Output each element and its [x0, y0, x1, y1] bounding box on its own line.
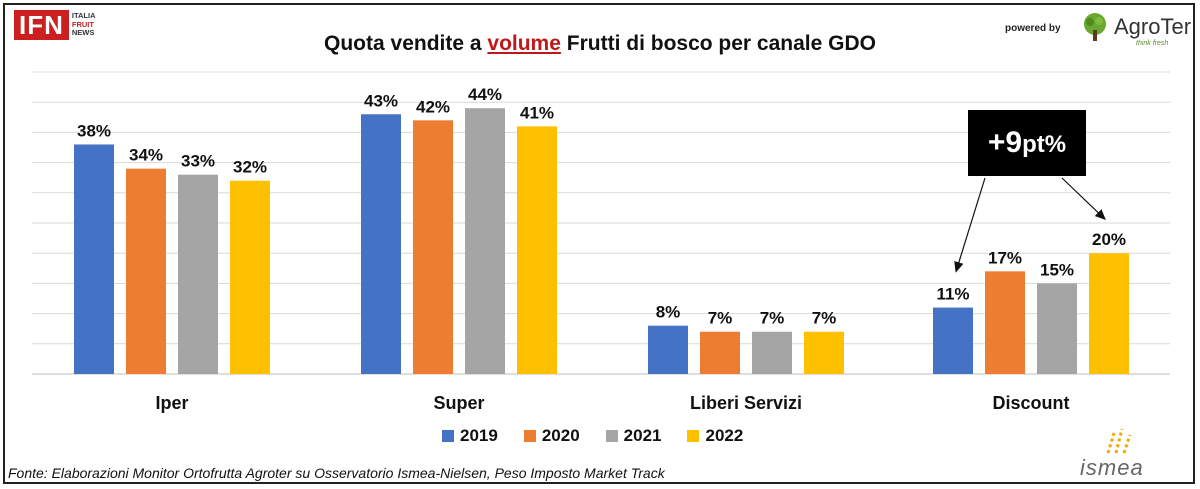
value-label: 43%	[364, 91, 398, 110]
legend-swatch-2020	[523, 430, 536, 442]
bar-2021-liberi-servizi	[752, 331, 792, 374]
value-label: 38%	[77, 121, 111, 140]
legend: 2019 2020 2021 2022	[442, 426, 743, 446]
callout-value: +9	[987, 126, 1023, 159]
legend-label-2020: 2020	[541, 426, 580, 445]
value-label: 17%	[988, 248, 1022, 267]
bar-2021-iper	[178, 174, 218, 374]
value-label: 8%	[656, 303, 681, 322]
bar-2021-discount	[1037, 283, 1077, 374]
powered-by-label: powered by	[1005, 23, 1061, 34]
callout-arrow-2019	[954, 177, 986, 273]
value-label: 7%	[708, 309, 733, 328]
legend-item-2019: 2019	[442, 426, 498, 446]
value-label: 33%	[181, 152, 215, 171]
bar-2022-discount	[1089, 253, 1129, 374]
ifn-logo-line-3: NEWS	[71, 28, 95, 38]
bar-2020-iper	[126, 168, 166, 374]
bar-2019-iper	[74, 144, 114, 374]
legend-swatch-2022	[687, 430, 700, 442]
category-label: Iper	[155, 393, 188, 413]
value-label: 7%	[812, 309, 837, 328]
ifn-logo-line-1: ITALIA	[71, 11, 96, 21]
bar-2021-super	[465, 108, 505, 375]
agroter-logo: AgroTer think fresh	[1080, 12, 1192, 47]
ifn-logo: IFN ITALIA FRUIT NEWS	[14, 10, 96, 40]
ifn-logo-mark: IFN	[14, 10, 69, 40]
bars	[74, 108, 1129, 375]
title-highlight: volume	[487, 32, 561, 55]
callout-arrows	[954, 177, 1106, 273]
callout-unit: pt%	[1022, 131, 1067, 158]
value-label: 42%	[416, 97, 450, 116]
bar-2019-super	[361, 114, 401, 374]
bar-2019-liberi-servizi	[648, 325, 688, 374]
value-label: 41%	[520, 103, 554, 122]
value-label: 32%	[233, 158, 267, 177]
ifn-logo-line-2: FRUIT	[71, 19, 94, 29]
agroter-tagline: think fresh	[1136, 40, 1169, 47]
title-part-1: Quota vendite a	[324, 32, 488, 55]
source-note: Fonte: Elaborazioni Monitor Ortofrutta A…	[8, 465, 665, 481]
legend-item-2020: 2020	[523, 426, 580, 446]
tree-icon	[1084, 13, 1106, 41]
category-label: Super	[433, 393, 484, 413]
bar-2020-super	[413, 120, 453, 374]
category-labels: Iper Super Liberi Servizi Discount	[155, 393, 1069, 413]
value-label: 44%	[468, 85, 502, 104]
value-label: 20%	[1092, 230, 1126, 249]
category-label: Liberi Servizi	[690, 393, 802, 413]
legend-swatch-2019	[442, 430, 454, 442]
legend-item-2021: 2021	[605, 426, 662, 446]
legend-label-2019: 2019	[460, 426, 498, 445]
bar-2020-discount	[985, 271, 1025, 374]
value-label: 34%	[129, 146, 163, 165]
value-labels: 38% 34% 33% 32% 43% 42% 44% 41% 8% 7% 7% 7% 11% 17% 15…	[77, 85, 1126, 327]
ismea-logo: ismea	[1080, 425, 1170, 480]
bar-2022-super	[517, 126, 557, 374]
chart-title: Quota vendite a volume Frutti di bosco p…	[0, 32, 1200, 56]
legend-label-2022: 2022	[705, 426, 744, 445]
category-label: Discount	[992, 393, 1069, 413]
bar-chart: 38% 34% 33% 32% 43% 42% 44% 41% 8% 7% 7% 7% 11% 17% 15…	[32, 71, 1170, 413]
value-label: 15%	[1040, 260, 1074, 279]
agroter-brand: AgroTer	[1114, 14, 1192, 39]
bar-2022-liberi-servizi	[804, 331, 844, 374]
difference-callout: +9pt%	[968, 110, 1086, 176]
title-part-2: Frutti di bosco per canale GDO	[560, 32, 876, 55]
callout-arrow-2022	[1061, 177, 1106, 221]
ifn-logo-text: ITALIA FRUIT NEWS	[72, 12, 96, 38]
legend-item-2022: 2022	[687, 426, 743, 446]
legend-swatch-2021	[605, 430, 618, 442]
bar-2020-liberi-servizi	[700, 331, 740, 374]
bar-2019-discount	[933, 307, 973, 374]
legend-label-2021: 2021	[623, 426, 662, 445]
value-label: 7%	[760, 309, 785, 328]
value-label: 11%	[936, 285, 969, 304]
ismea-wordmark: ismea	[1080, 455, 1144, 480]
bar-2022-iper	[230, 180, 270, 374]
ismea-mark-icon	[1106, 428, 1132, 454]
